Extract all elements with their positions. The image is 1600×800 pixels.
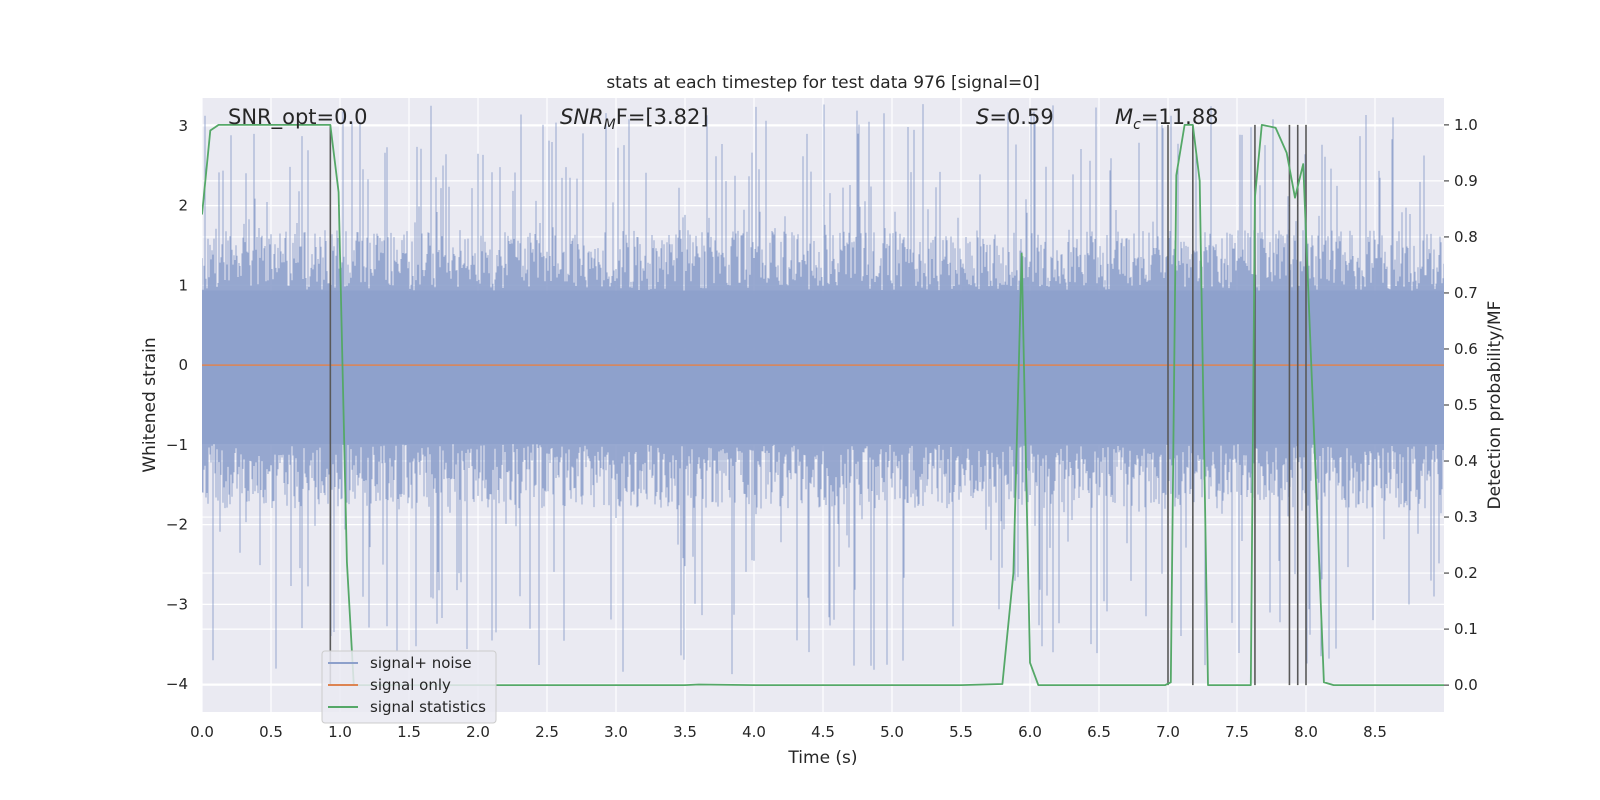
annotation-snr-mf-main: SNR	[560, 105, 604, 129]
y2-tick-label: 0.7	[1454, 284, 1478, 302]
y-tick-label: 3	[178, 117, 188, 135]
x-tick-label: 7.0	[1156, 723, 1180, 741]
x-axis-ticks: 0.0 0.5 1.0 1.5 2.0 2.5 3.0 3.5 4.0 4.5 5.0 5.5 6.0 6…	[190, 723, 1387, 741]
x-tick-label: 5.0	[880, 723, 904, 741]
x-tick-label: 4.0	[742, 723, 766, 741]
legend-box	[321, 650, 497, 724]
legend: signal+ noise signal only signal statist…	[321, 650, 497, 724]
y-tick-label: −1	[166, 436, 188, 454]
x-tick-label: 6.0	[1018, 723, 1042, 741]
x-tick-label: 1.5	[397, 723, 421, 741]
annotation-mc-var: M	[1115, 105, 1133, 129]
y2-tick-label: 0.8	[1454, 228, 1478, 246]
y2-tick-label: 0.6	[1454, 340, 1478, 358]
annotation-s-val: =0.59	[989, 105, 1053, 129]
x-axis-label: Time (s)	[787, 748, 857, 768]
chart-title: stats at each timestep for test data 976…	[606, 73, 1039, 93]
y2-axis-ticks: 1.0 0.9 0.8 0.7 0.6 0.5 0.4 0.3 0.2 0.1 0.0	[1444, 116, 1478, 694]
x-tick-label: 1.0	[328, 723, 352, 741]
annotation-snr-mf-rest: F=[3.82]	[616, 105, 709, 129]
x-tick-label: 2.5	[535, 723, 559, 741]
series-signal-statistics	[202, 124, 1444, 686]
y2-tick-label: 1.0	[1454, 116, 1478, 134]
y2-tick-label: 0.0	[1454, 676, 1478, 694]
y2-axis-label: Detection probability/MF	[1485, 301, 1505, 510]
y-tick-label: −2	[166, 516, 188, 534]
legend-label-signal-plus-noise: signal+ noise	[370, 654, 472, 672]
y-tick-label: 2	[178, 197, 188, 215]
x-tick-label: 3.5	[673, 723, 697, 741]
x-tick-label: 6.5	[1087, 723, 1111, 741]
y-tick-label: −4	[166, 675, 188, 693]
x-tick-label: 7.5	[1225, 723, 1249, 741]
y-axis-ticks: 3 2 1 0 −1 −2 −3 −4	[166, 117, 188, 693]
x-tick-label: 8.0	[1294, 723, 1318, 741]
annotation-snr-mf-sub: M	[604, 117, 616, 133]
y2-tick-label: 0.5	[1454, 396, 1478, 414]
annotation-mc: Mc=11.88	[1115, 105, 1219, 133]
annotation-mc-val: =11.88	[1141, 105, 1219, 129]
annotation-snr-mf: SNRMF=[3.82]	[560, 105, 709, 133]
x-tick-label: 0.5	[259, 723, 283, 741]
y-tick-label: 0	[178, 356, 188, 374]
y-tick-label: 1	[178, 276, 188, 294]
x-tick-label: 4.5	[811, 723, 835, 741]
x-tick-label: 8.5	[1363, 723, 1387, 741]
legend-label-signal-statistics: signal statistics	[370, 698, 486, 716]
series-signal-plus-noise	[202, 104, 1444, 675]
y2-tick-label: 0.3	[1454, 508, 1478, 526]
y2-tick-label: 0.2	[1454, 564, 1478, 582]
y-tick-label: −3	[166, 595, 188, 613]
event-lines	[329, 124, 1307, 686]
x-tick-label: 0.0	[190, 723, 214, 741]
y-axis-label: Whitened strain	[140, 337, 160, 472]
annotation-snr-opt: SNR_opt=0.0	[228, 105, 368, 130]
signal-statistics-line	[202, 124, 1444, 686]
annotation-mc-sub: c	[1133, 117, 1141, 133]
annotation-s-var: S	[976, 105, 989, 129]
y2-tick-label: 0.4	[1454, 452, 1478, 470]
x-tick-label: 5.5	[949, 723, 973, 741]
legend-label-signal-only: signal only	[370, 676, 451, 694]
x-tick-label: 3.0	[604, 723, 628, 741]
y2-tick-label: 0.9	[1454, 172, 1478, 190]
annotation-s: S=0.59	[976, 105, 1054, 129]
y2-tick-label: 0.1	[1454, 620, 1478, 638]
x-tick-label: 2.0	[466, 723, 490, 741]
